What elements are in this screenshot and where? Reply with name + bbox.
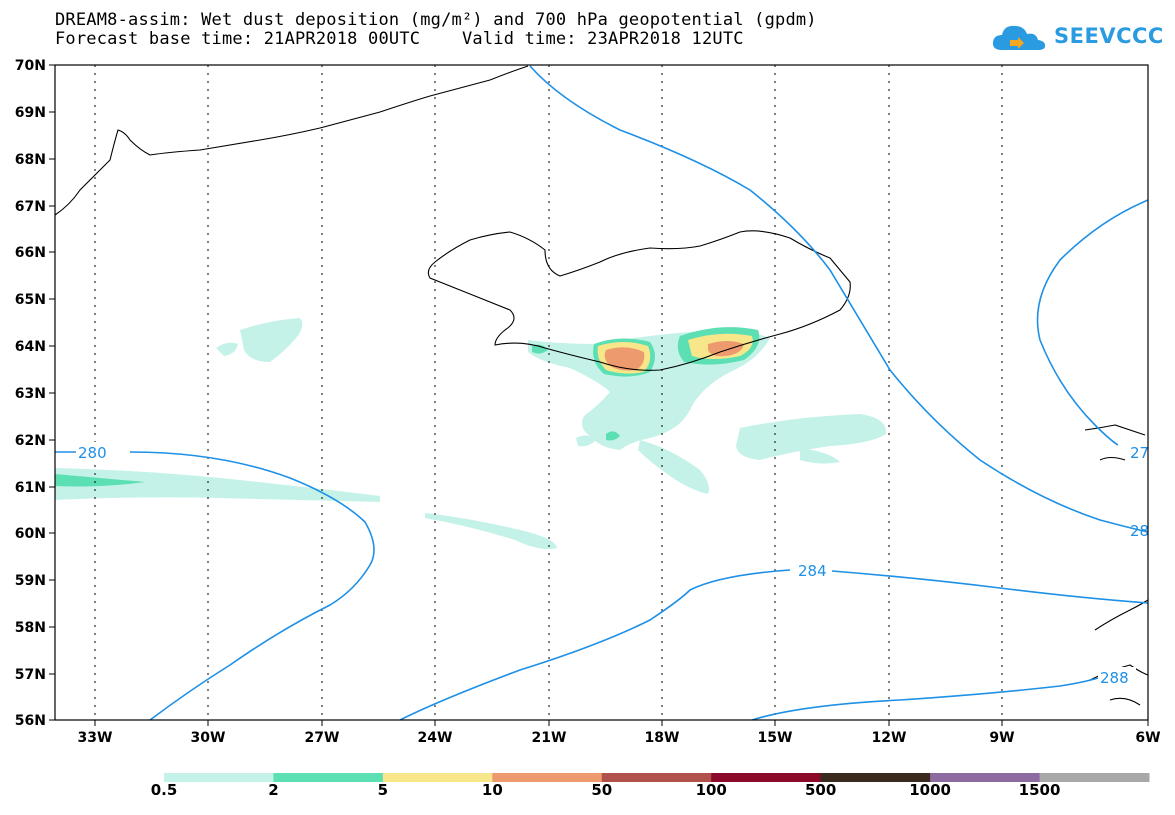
contour-east <box>1036 199 1149 446</box>
dust-patch-c <box>736 414 887 460</box>
dust-patch-a <box>240 318 303 362</box>
lat-label: 69N <box>15 105 46 121</box>
lat-label: 61N <box>15 480 46 496</box>
dust-mid-c <box>532 344 548 354</box>
legend-label: 100 <box>695 781 727 799</box>
legend-label: 0.5 <box>150 781 178 799</box>
contour-north <box>529 65 1149 533</box>
dust-band-west <box>55 468 380 502</box>
lon-label: 21W <box>532 730 567 746</box>
lon-label: 27W <box>305 730 340 746</box>
seevccc-logo: SEEVCCC <box>990 18 1163 58</box>
coastlines <box>54 65 1149 706</box>
dust-patch-d <box>800 448 840 464</box>
dust-mid-d <box>606 431 620 441</box>
lat-label: 67N <box>15 199 46 215</box>
lon-label: 12W <box>872 730 907 746</box>
lon-label: 24W <box>418 730 453 746</box>
legend-swatch <box>382 773 493 782</box>
dust-peak-a <box>604 347 645 371</box>
contour-288 <box>751 677 1099 721</box>
legend-swatch <box>711 773 822 782</box>
lat-label: 58N <box>15 620 46 636</box>
legend-color-bar <box>164 773 1150 782</box>
logo-text: SEEVCCC <box>1054 24 1164 48</box>
latitude-labels: 70N 69N 68N 67N 66N 65N 64N 63N 62N 61N … <box>15 58 46 729</box>
legend-label: 5 <box>377 781 389 799</box>
dust-deposition-shading <box>55 318 887 549</box>
lat-label: 68N <box>15 152 46 168</box>
lat-label: 57N <box>15 667 46 683</box>
map-frame <box>54 64 1149 721</box>
tick-marks <box>49 64 1149 726</box>
legend-label: 1500 <box>1018 781 1061 799</box>
graticule <box>94 65 1003 720</box>
dust-peak-b <box>708 341 744 357</box>
legend-swatch <box>1039 773 1150 782</box>
legend-swatch <box>164 773 274 782</box>
lon-label: 6W <box>1135 730 1160 746</box>
dust-patch-e <box>576 435 596 447</box>
legend-swatch <box>820 773 931 782</box>
map-title-line-1: DREAM8-assim: Wet dust deposition (mg/m²… <box>55 10 817 30</box>
contour-labels: 280 284 288 27 28 <box>76 442 1149 687</box>
dust-patch-b <box>216 342 238 356</box>
legend-swatch <box>930 773 1041 782</box>
map-title-line-2: Forecast base time: 21APR2018 00UTC Vali… <box>55 29 744 49</box>
legend-label: 10 <box>481 781 503 799</box>
legend-label: 50 <box>591 781 613 799</box>
lat-label: 64N <box>15 339 46 355</box>
legend-label: 2 <box>268 781 279 799</box>
lon-label: 33W <box>78 730 113 746</box>
lat-label: 70N <box>15 58 46 74</box>
cloud-logo-icon <box>992 25 1046 50</box>
lon-label: 9W <box>989 730 1014 746</box>
lat-label: 63N <box>15 386 46 402</box>
lon-label: 30W <box>191 730 226 746</box>
contour-284 <box>399 569 1149 721</box>
dust-streak <box>425 513 557 549</box>
contour-label-284: 284 <box>798 562 827 580</box>
iceland-coast <box>427 230 851 371</box>
legend-label: 1000 <box>909 781 951 799</box>
legend-label: 500 <box>805 781 837 799</box>
lat-label: 62N <box>15 433 46 449</box>
greenland-coast <box>54 65 529 216</box>
contour-label-28: 28 <box>1130 522 1149 540</box>
legend-swatch <box>273 773 384 782</box>
lon-label: 18W <box>645 730 680 746</box>
geopotential-contours <box>55 65 1149 721</box>
lat-label: 59N <box>15 573 46 589</box>
lat-label: 60N <box>15 526 46 542</box>
legend-swatch <box>492 773 603 782</box>
contour-label-27: 27 <box>1130 444 1149 462</box>
lat-label: 65N <box>15 292 46 308</box>
dust-band-west-core <box>55 474 145 487</box>
lat-label: 66N <box>15 245 46 261</box>
contour-label-288: 288 <box>1100 669 1129 687</box>
lon-label: 15W <box>758 730 793 746</box>
faroe-shetland-coast <box>1084 424 1149 706</box>
lat-label: 56N <box>15 713 46 729</box>
contour-label-280: 280 <box>78 444 107 462</box>
longitude-labels: 33W 30W 27W 24W 21W 18W 15W 12W 9W 6W <box>78 730 1161 746</box>
legend-swatch <box>601 773 712 782</box>
dust-plume-tail <box>638 440 709 494</box>
